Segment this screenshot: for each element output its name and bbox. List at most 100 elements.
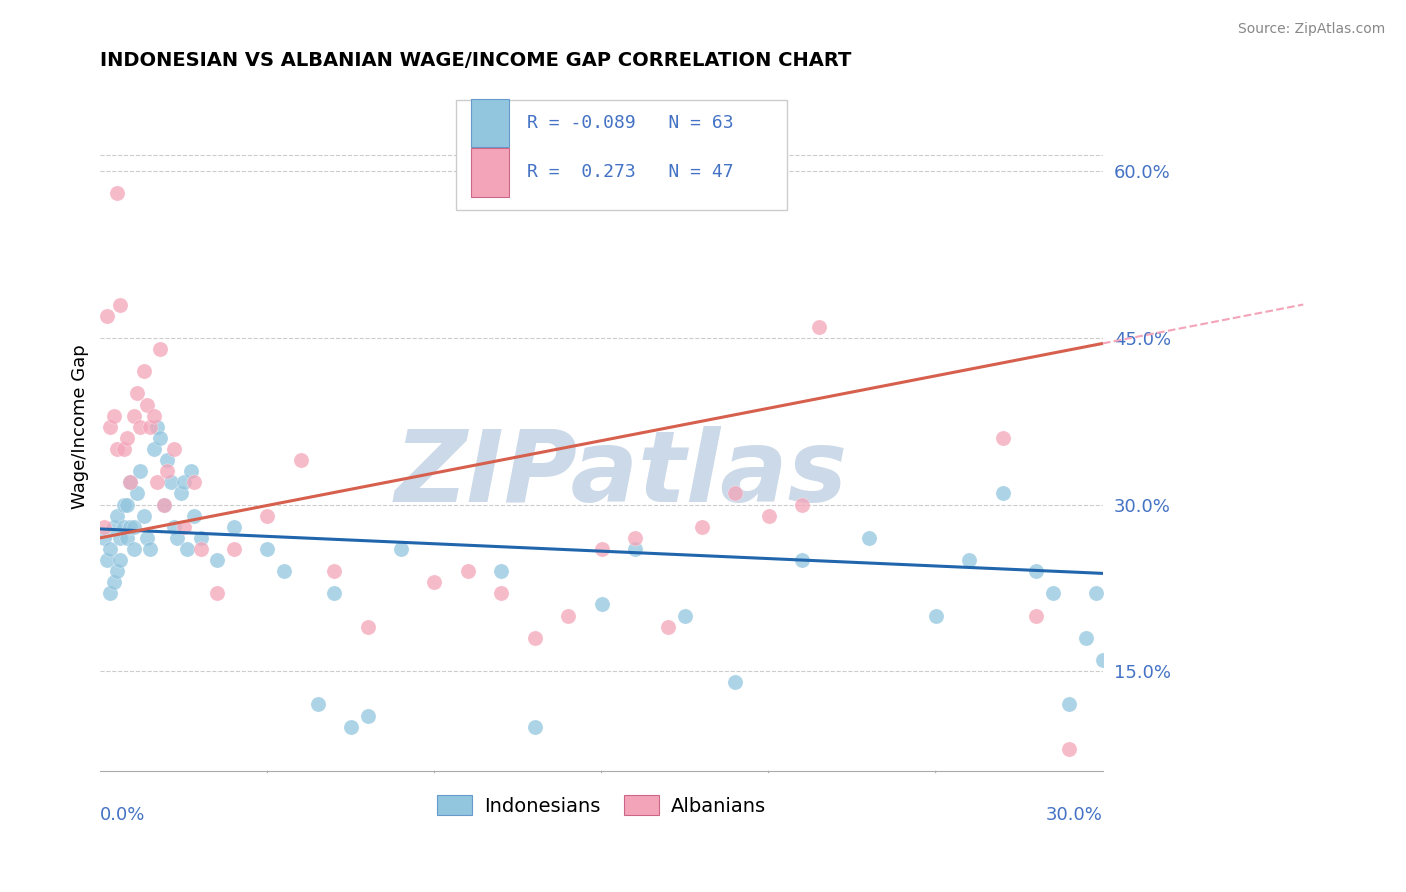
Point [169,486,191,500]
Legend: Indonesians, Albanians: Indonesians, Albanians [430,788,773,823]
Point [146,419,169,434]
Point [790,553,813,567]
Point [173,520,195,534]
Point [356,620,378,634]
Point [673,608,696,623]
Point [256,508,278,523]
Point [457,564,479,578]
Point [491,564,513,578]
Point [96,553,118,567]
Point [807,319,830,334]
Point [96,309,118,323]
Point [957,553,980,567]
Point [110,297,132,311]
Point [127,486,149,500]
Point [758,508,780,523]
Point [149,342,172,356]
Point [146,475,169,490]
Point [122,520,145,534]
Point [657,620,679,634]
Point [256,541,278,556]
Point [159,475,181,490]
Point [136,398,159,412]
Point [183,508,205,523]
Point [790,498,813,512]
Point [207,586,229,600]
Text: ZIPatlas: ZIPatlas [395,426,848,524]
Point [139,541,162,556]
Point [120,475,142,490]
Point [273,564,295,578]
Point [222,520,245,534]
Point [624,541,647,556]
Point [115,431,138,445]
Point [724,675,747,690]
Point [105,186,128,201]
FancyBboxPatch shape [456,100,787,210]
Point [120,520,142,534]
Point [166,531,188,545]
Point [153,498,176,512]
Point [724,486,747,500]
Point [389,541,412,556]
Point [136,531,159,545]
Point [1042,586,1064,600]
Point [93,531,115,545]
Point [127,386,149,401]
Text: 0.0%: 0.0% [100,805,146,823]
Point [190,541,212,556]
Point [624,531,647,545]
Point [222,541,245,556]
Point [176,541,198,556]
Point [1025,564,1047,578]
Point [129,419,152,434]
Point [323,564,346,578]
Point [190,531,212,545]
Point [132,364,155,378]
Point [183,475,205,490]
Point [112,520,135,534]
Point [112,498,135,512]
Point [925,608,948,623]
Point [103,520,125,534]
Point [142,409,165,423]
Point [180,464,202,478]
FancyBboxPatch shape [471,148,509,196]
Y-axis label: Wage/Income Gap: Wage/Income Gap [72,344,89,509]
Point [1074,631,1097,645]
Point [105,508,128,523]
Point [1059,698,1081,712]
Point [100,419,122,434]
Point [122,541,145,556]
Point [153,498,176,512]
Point [991,431,1014,445]
Text: R = -0.089   N = 63: R = -0.089 N = 63 [527,114,734,132]
Point [1091,653,1114,667]
Point [156,464,179,478]
Point [307,698,329,712]
FancyBboxPatch shape [471,99,509,147]
Point [1059,742,1081,756]
Point [103,409,125,423]
Point [207,553,229,567]
Point [132,508,155,523]
Point [142,442,165,456]
Text: Source: ZipAtlas.com: Source: ZipAtlas.com [1237,22,1385,37]
Point [523,631,546,645]
Point [1085,586,1108,600]
Point [523,720,546,734]
Point [340,720,363,734]
Point [115,531,138,545]
Point [110,553,132,567]
Point [557,608,579,623]
Point [163,520,186,534]
Point [115,498,138,512]
Point [122,409,145,423]
Point [100,541,122,556]
Point [139,419,162,434]
Point [149,431,172,445]
Point [858,531,880,545]
Point [93,520,115,534]
Text: INDONESIAN VS ALBANIAN WAGE/INCOME GAP CORRELATION CHART: INDONESIAN VS ALBANIAN WAGE/INCOME GAP C… [100,51,852,70]
Text: 30.0%: 30.0% [1046,805,1102,823]
